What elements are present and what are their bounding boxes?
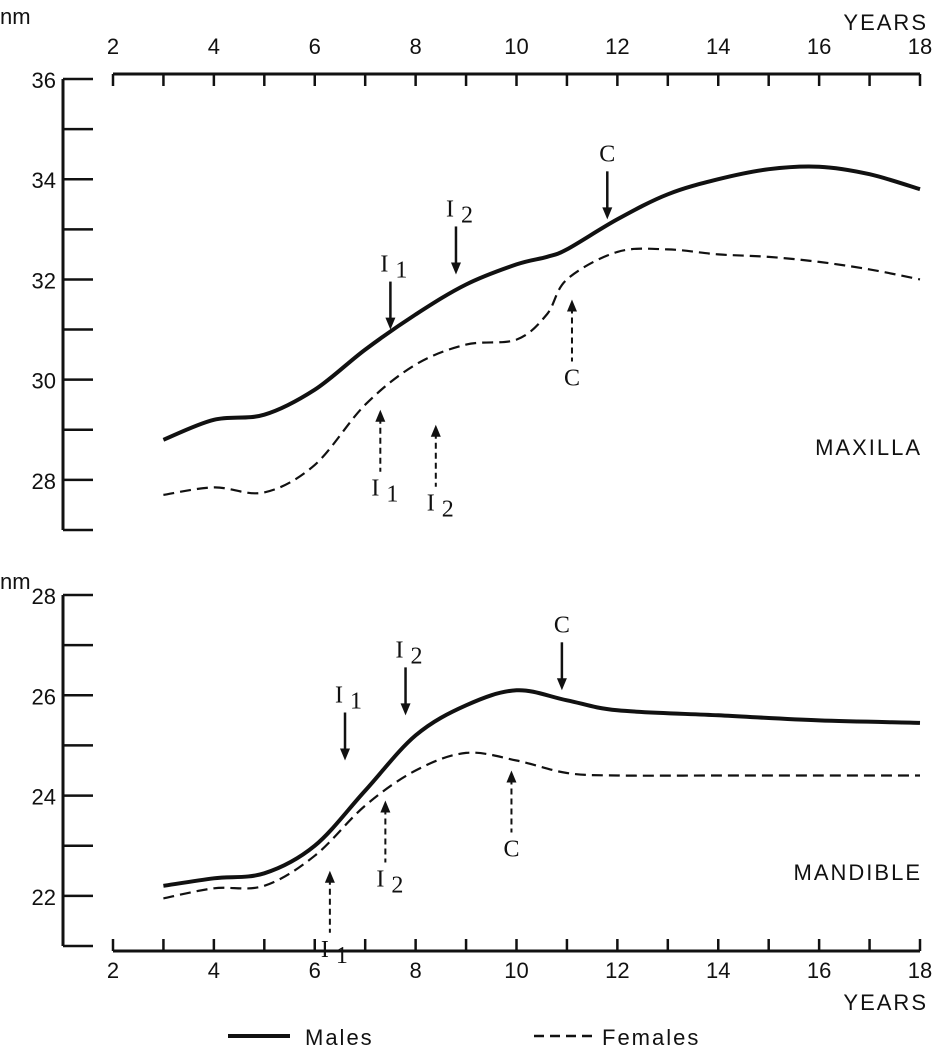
x-tick-label: 10 [504, 34, 528, 59]
panel-title: MANDIBLE [794, 860, 922, 885]
annotation-subscript: 1 [386, 482, 398, 508]
arrow-head [506, 770, 517, 783]
series-line-females [163, 751, 920, 900]
x-tick-label: 4 [208, 34, 220, 59]
arrow-head [602, 207, 613, 220]
arrow-head [385, 317, 396, 330]
annotation-subscript: 2 [461, 202, 473, 228]
x-axis-label: YEARS [843, 990, 928, 1015]
annotation-label: C [599, 141, 615, 167]
annotation-subscript: 2 [411, 643, 423, 669]
annotation-c-females: C [503, 770, 519, 862]
annotation-label: I [396, 637, 404, 663]
x-tick-label: 18 [908, 958, 932, 983]
arrow-head [566, 299, 577, 312]
annotation-label: I [427, 491, 435, 517]
arrow-head [380, 800, 391, 813]
annotation-label: I [446, 196, 454, 222]
x-tick-label: 10 [504, 958, 528, 983]
y-tick-label: 24 [32, 785, 56, 810]
x-tick-label: 8 [410, 958, 422, 983]
legend: Males Females [228, 1025, 700, 1050]
annotation-subscript: 1 [336, 943, 348, 969]
x-tick-label: 16 [807, 958, 831, 983]
y-tick-label: 34 [32, 168, 56, 193]
arrow-head [400, 703, 411, 716]
series-line-males [162, 164, 921, 442]
annotation-label: C [554, 612, 570, 638]
panel-title: MAXILLA [815, 435, 922, 460]
annotation-c-females: C [564, 299, 580, 391]
annotation-c-males: C [554, 612, 570, 691]
x-tick-label: 2 [107, 958, 119, 983]
annotation-label: C [503, 836, 519, 862]
y-axis-label: nm [0, 4, 31, 29]
annotation-label: I [376, 867, 384, 893]
x-tick-label: 14 [706, 34, 730, 59]
arrow-head [430, 424, 441, 437]
annotation-subscript: 1 [395, 258, 407, 284]
series-line-males [163, 688, 921, 888]
legend-males-label: Males [305, 1025, 374, 1050]
x-tick-label: 18 [908, 34, 932, 59]
x-tick-label: 14 [706, 958, 730, 983]
y-tick-label: 26 [32, 684, 56, 709]
annotation-subscript: 2 [391, 873, 403, 899]
arrow-head [556, 678, 567, 691]
x-tick-label: 4 [208, 958, 220, 983]
annotation-label: I [335, 683, 343, 709]
x-axis-label: YEARS [843, 10, 928, 35]
annotation-subscript: 2 [442, 497, 454, 523]
y-tick-label: 28 [32, 584, 56, 609]
x-tick-label: 6 [309, 34, 321, 59]
annotation-label: I [380, 252, 388, 278]
x-tick-label: 6 [309, 958, 321, 983]
y-tick-label: 30 [32, 369, 56, 394]
legend-females-label: Females [602, 1025, 700, 1050]
x-tick-label: 2 [107, 34, 119, 59]
annotation-label: I [321, 937, 329, 963]
x-tick-label: 16 [807, 34, 831, 59]
x-tick-label: 12 [605, 958, 629, 983]
annotation-c-males: C [599, 141, 615, 220]
y-axis-label: nm [0, 569, 31, 594]
y-tick-label: 22 [32, 885, 56, 910]
arrow-head [340, 748, 351, 761]
arrow-head [375, 409, 386, 422]
x-tick-label: 8 [410, 34, 422, 59]
annotation-subscript: 1 [350, 689, 362, 715]
y-tick-label: 28 [32, 469, 56, 494]
x-tick-label: 12 [605, 34, 629, 59]
arrow-head [450, 262, 461, 275]
annotation-label: I [371, 476, 379, 502]
arrow-head [324, 870, 335, 883]
y-tick-label: 36 [32, 68, 56, 93]
annotation-label: C [564, 365, 580, 391]
y-tick-label: 32 [32, 268, 56, 293]
series-line-females [163, 247, 921, 496]
